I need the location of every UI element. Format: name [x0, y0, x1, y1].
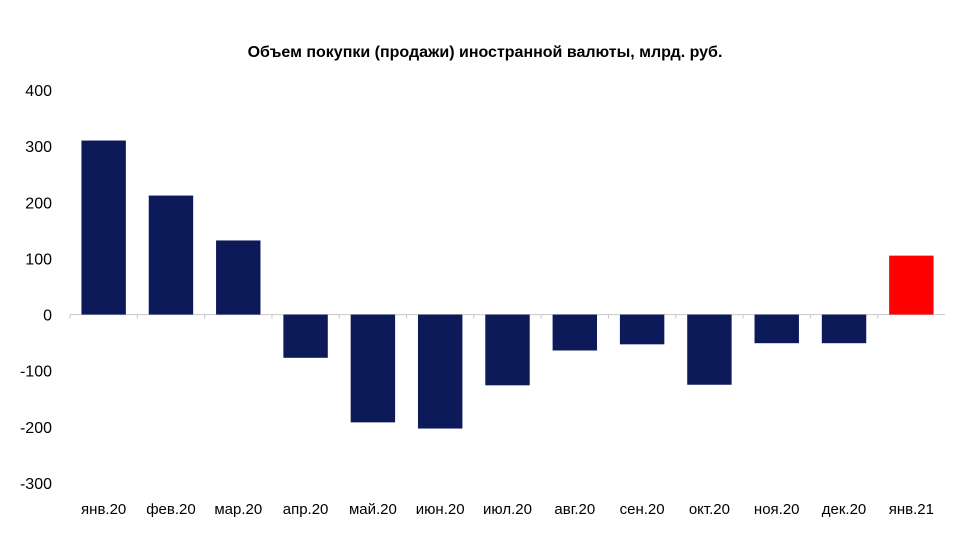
chart-title: Объем покупки (продажи) иностранной валю… [247, 44, 723, 61]
x-tick-label: авг.20 [554, 501, 595, 518]
y-tick-label: 300 [25, 139, 52, 156]
y-tick-label: -200 [20, 420, 52, 437]
x-tick-label: сен.20 [620, 501, 665, 518]
x-tick-label: мар.20 [214, 501, 262, 518]
y-tick-label: 400 [25, 83, 52, 100]
bar-дек.20 [821, 314, 867, 344]
bar-апр.20 [283, 314, 328, 358]
x-tick-label: янв.21 [889, 501, 934, 518]
bar-июн.20 [417, 314, 463, 429]
bar-май.20 [350, 314, 396, 423]
bar-июл.20 [485, 314, 530, 386]
x-tick-label: апр.20 [283, 501, 329, 518]
x-tick-label: июн.20 [416, 501, 465, 518]
x-tick-label: ноя.20 [754, 501, 800, 518]
x-tick-label: окт.20 [689, 501, 730, 518]
y-tick-label: 200 [25, 195, 52, 212]
y-tick-label: 100 [25, 251, 52, 268]
y-tick-label: -100 [20, 364, 52, 381]
x-tick-label: май.20 [349, 501, 397, 518]
x-tick-label: янв.20 [81, 501, 126, 518]
x-tick-label: фев.20 [146, 501, 196, 518]
bar-авг.20 [552, 314, 598, 351]
y-tick-label: 0 [43, 308, 52, 325]
bar-мар.20 [216, 240, 261, 315]
bar-фев.20 [148, 195, 194, 315]
y-tick-label: -300 [20, 476, 52, 493]
x-tick-label: дек.20 [822, 501, 867, 518]
bar-окт.20 [687, 314, 732, 385]
bar-сен.20 [619, 314, 665, 345]
x-tick-label: июл.20 [483, 501, 532, 518]
bar-ноя.20 [754, 314, 799, 344]
bar-янв.21 [889, 255, 934, 315]
bar-янв.20 [81, 140, 126, 315]
